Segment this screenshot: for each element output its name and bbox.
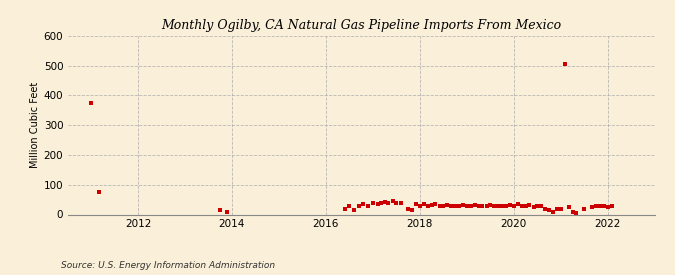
Text: Source: U.S. Energy Information Administration: Source: U.S. Energy Information Administ… <box>61 260 275 270</box>
Title: Monthly Ogilby, CA Natural Gas Pipeline Imports From Mexico: Monthly Ogilby, CA Natural Gas Pipeline … <box>161 19 561 32</box>
Y-axis label: Million Cubic Feet: Million Cubic Feet <box>30 82 40 168</box>
